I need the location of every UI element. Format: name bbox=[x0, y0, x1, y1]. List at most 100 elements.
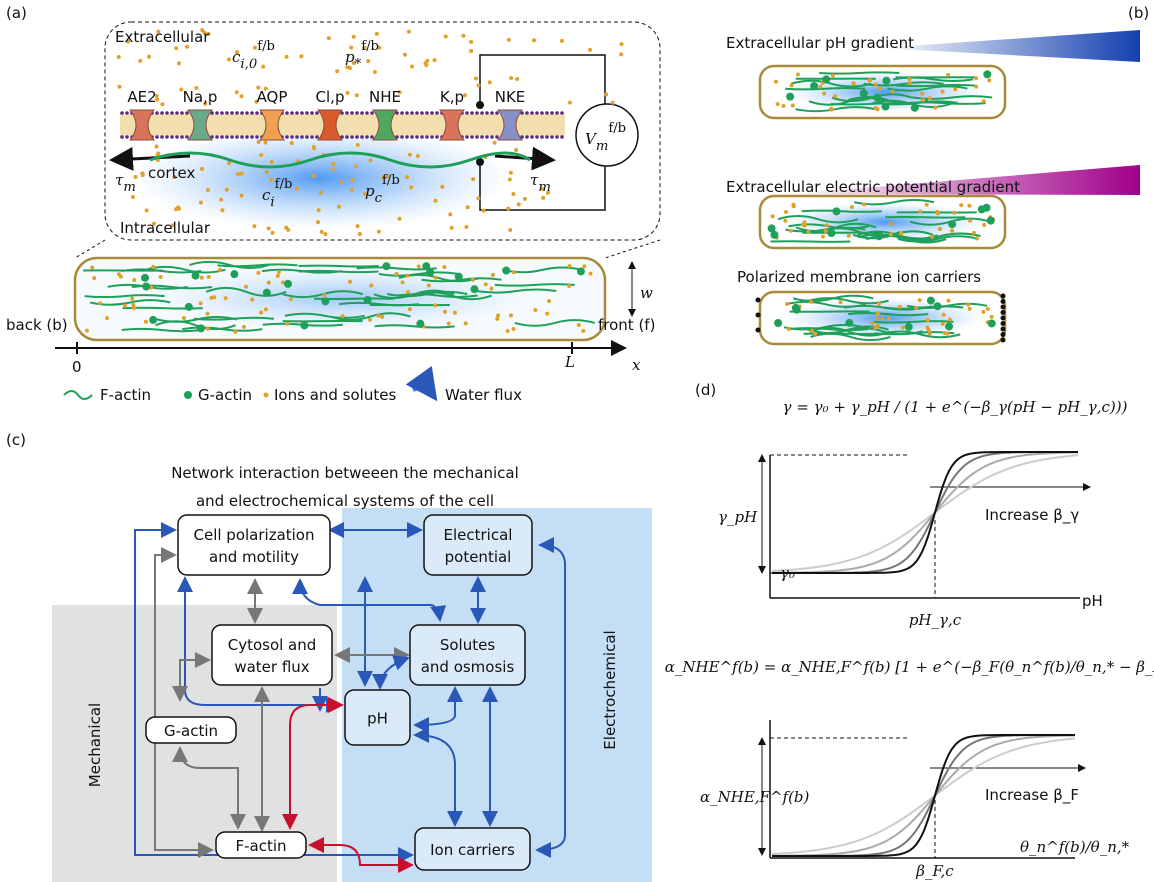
particle bbox=[930, 235, 934, 239]
particle bbox=[440, 185, 444, 189]
particle bbox=[464, 225, 468, 229]
lipid-head bbox=[555, 111, 559, 115]
f-actin-fiber bbox=[896, 85, 976, 86]
lipid-head bbox=[540, 135, 544, 139]
lipid-head bbox=[240, 135, 244, 139]
particle bbox=[263, 141, 267, 145]
particle bbox=[316, 220, 320, 224]
particle bbox=[491, 273, 495, 277]
particle bbox=[320, 230, 324, 234]
particle bbox=[416, 154, 420, 158]
particle bbox=[875, 316, 879, 320]
particle bbox=[117, 272, 121, 276]
particle bbox=[269, 178, 273, 182]
lipid-head bbox=[425, 111, 429, 115]
particle bbox=[796, 73, 800, 77]
node-label: G-actin bbox=[164, 722, 218, 740]
lipid-head bbox=[175, 111, 179, 115]
particle bbox=[117, 85, 121, 89]
network-node bbox=[424, 515, 532, 575]
particle bbox=[988, 319, 996, 327]
particle bbox=[276, 274, 280, 278]
particle bbox=[448, 212, 452, 216]
particle bbox=[877, 302, 881, 306]
lipid-head bbox=[155, 111, 159, 115]
particle bbox=[813, 332, 817, 336]
particle bbox=[145, 208, 149, 212]
particle bbox=[784, 210, 788, 214]
particle bbox=[444, 34, 448, 38]
end-label: back (b) bbox=[6, 316, 68, 334]
lipid-head bbox=[355, 111, 359, 115]
particle bbox=[541, 196, 545, 200]
particle bbox=[470, 285, 478, 293]
particle bbox=[887, 317, 891, 321]
particle bbox=[130, 297, 134, 301]
particle bbox=[852, 81, 856, 85]
particle bbox=[827, 229, 835, 237]
channel-label: AQP bbox=[257, 88, 288, 106]
lipid-head bbox=[405, 111, 409, 115]
particle bbox=[312, 146, 316, 150]
axis-label: pH bbox=[1082, 592, 1103, 610]
particle bbox=[771, 214, 775, 218]
network-node bbox=[410, 625, 525, 685]
lipid-head bbox=[315, 135, 319, 139]
particle bbox=[225, 188, 229, 192]
particle bbox=[880, 317, 884, 321]
particle bbox=[284, 226, 288, 230]
title: and electrochemical systems of the cell bbox=[196, 492, 494, 510]
particle bbox=[589, 272, 593, 276]
particle bbox=[151, 265, 155, 269]
lipid-head bbox=[350, 135, 354, 139]
lipid-head bbox=[370, 111, 374, 115]
particle bbox=[508, 228, 512, 232]
particle bbox=[941, 322, 945, 326]
particle bbox=[968, 307, 972, 311]
particle bbox=[327, 36, 331, 40]
particle bbox=[774, 80, 778, 84]
particle bbox=[433, 58, 437, 62]
particle bbox=[509, 313, 513, 317]
particle bbox=[882, 77, 890, 85]
particle bbox=[207, 275, 211, 279]
particle bbox=[967, 204, 971, 208]
lipid-head bbox=[400, 111, 404, 115]
particle bbox=[560, 39, 564, 43]
region-label: Electrochemical bbox=[601, 630, 619, 749]
cortex-label: cortex bbox=[148, 164, 195, 182]
particle bbox=[533, 308, 537, 312]
particle bbox=[938, 227, 942, 231]
node-label: pH bbox=[367, 710, 388, 728]
particle bbox=[264, 307, 268, 311]
lipid-head bbox=[165, 111, 169, 115]
particle bbox=[839, 300, 843, 304]
lipid-head bbox=[475, 135, 479, 139]
f-actin-fiber bbox=[819, 72, 899, 73]
lipid-head bbox=[170, 135, 174, 139]
lipid-head bbox=[370, 135, 374, 139]
lipid-head bbox=[405, 135, 409, 139]
lipid-head bbox=[355, 135, 359, 139]
particle bbox=[397, 217, 401, 221]
particle bbox=[406, 274, 410, 278]
particle bbox=[469, 49, 473, 53]
particle bbox=[218, 268, 222, 272]
particle bbox=[948, 318, 952, 322]
lipid-head bbox=[250, 111, 254, 115]
particle bbox=[339, 180, 343, 184]
particle bbox=[433, 199, 437, 203]
lipid-head bbox=[435, 135, 439, 139]
ion-carrier bbox=[1001, 327, 1006, 332]
particle bbox=[230, 270, 238, 278]
lipid-head bbox=[365, 111, 369, 115]
particle bbox=[532, 38, 536, 42]
symbol-sub: i bbox=[270, 195, 274, 210]
particle bbox=[818, 85, 822, 89]
lipid-head bbox=[545, 111, 549, 115]
panel-label: (b) bbox=[1128, 4, 1149, 22]
symbol-sub: m bbox=[123, 180, 136, 195]
particle bbox=[346, 91, 350, 95]
particle bbox=[876, 324, 880, 328]
particle bbox=[568, 101, 572, 105]
